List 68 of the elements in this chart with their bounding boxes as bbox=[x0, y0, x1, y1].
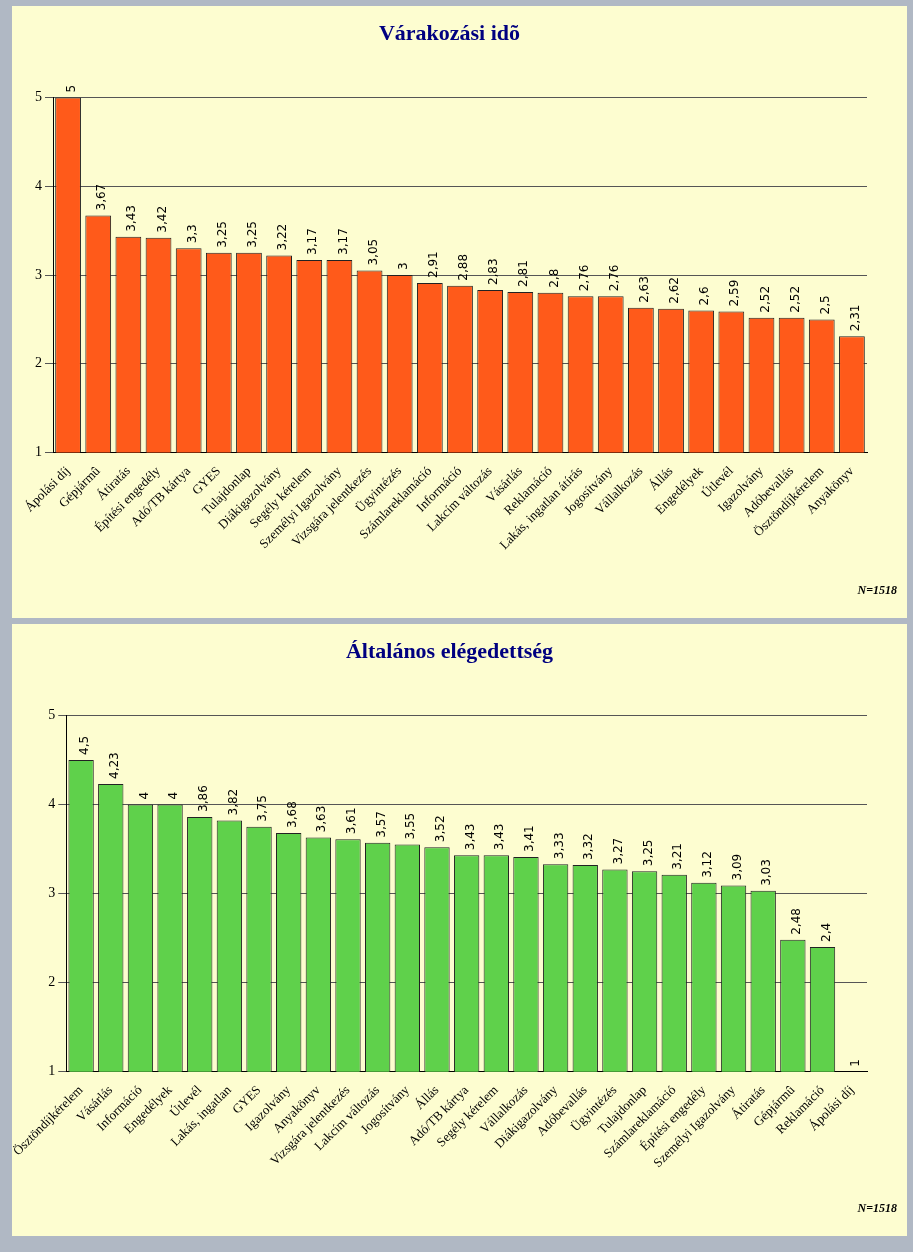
data-label: 3,86 bbox=[195, 785, 210, 812]
data-label: 2,52 bbox=[757, 285, 772, 313]
data-label: 2,88 bbox=[456, 253, 471, 281]
y-tick-label: 1 bbox=[48, 1063, 56, 1079]
data-label: 2,91 bbox=[425, 251, 440, 278]
data-label: 3 bbox=[395, 262, 410, 270]
y-tick-label: 4 bbox=[48, 796, 56, 812]
data-label: 2,5 bbox=[817, 295, 832, 315]
chart-title: Általános elégedettség bbox=[345, 637, 554, 663]
data-label: 3,43 bbox=[462, 823, 477, 851]
data-label: 3,42 bbox=[154, 205, 169, 233]
data-label: 3,68 bbox=[284, 801, 299, 828]
data-label: 3,05 bbox=[365, 238, 380, 266]
data-label: 4 bbox=[166, 791, 181, 800]
data-label: 2,81 bbox=[516, 260, 531, 287]
data-label: 3,55 bbox=[403, 812, 418, 840]
data-label: 4,5 bbox=[77, 735, 92, 755]
data-label: 3,52 bbox=[433, 815, 448, 843]
text: N=1518 bbox=[857, 1201, 897, 1216]
data-label: 3,32 bbox=[581, 833, 596, 861]
data-label: 3,25 bbox=[245, 221, 260, 248]
data-label: 3,43 bbox=[492, 823, 507, 851]
data-label: 2,63 bbox=[637, 276, 652, 303]
data-label: 2,59 bbox=[727, 279, 742, 307]
data-label: 2,8 bbox=[546, 268, 561, 288]
data-label: 2,52 bbox=[787, 285, 802, 313]
data-label: 3,09 bbox=[729, 853, 744, 881]
data-label: 3,82 bbox=[225, 788, 240, 816]
data-label: 3,41 bbox=[522, 825, 537, 852]
data-label: 2,76 bbox=[606, 264, 621, 292]
y-tick-label: 2 bbox=[35, 355, 42, 371]
data-label: 3,03 bbox=[759, 859, 774, 886]
data-label: 3,75 bbox=[255, 795, 270, 822]
data-label: 3,27 bbox=[611, 837, 626, 865]
data-label: 3,57 bbox=[373, 811, 388, 838]
y-tick-label: 4 bbox=[35, 177, 42, 193]
chart-title: Várakozási idõ bbox=[378, 19, 521, 45]
y-tick-label: 3 bbox=[48, 885, 56, 901]
data-label: 5 bbox=[64, 84, 79, 93]
data-label: 2,4 bbox=[818, 922, 833, 942]
data-label: 3,22 bbox=[275, 223, 290, 251]
data-label: 3,25 bbox=[640, 839, 655, 867]
data-label: 3,3 bbox=[184, 224, 199, 244]
data-label: 3,17 bbox=[335, 228, 350, 255]
text: N=1518 bbox=[857, 583, 897, 598]
data-label: 2,83 bbox=[486, 258, 501, 286]
data-label: 3,63 bbox=[314, 805, 329, 833]
data-label: 4 bbox=[136, 791, 151, 800]
data-label: 2,76 bbox=[576, 264, 591, 292]
data-label: 4,23 bbox=[106, 752, 121, 779]
data-label: 3,25 bbox=[214, 221, 229, 248]
data-label: 3,17 bbox=[305, 228, 320, 255]
data-label: 2,31 bbox=[848, 304, 863, 332]
y-tick-label: 2 bbox=[48, 974, 56, 990]
data-label: 3,33 bbox=[551, 832, 566, 860]
data-label: 3,67 bbox=[94, 183, 109, 211]
y-tick-label: 5 bbox=[48, 707, 56, 723]
data-label: 2,6 bbox=[697, 286, 712, 306]
data-label: 2,48 bbox=[788, 908, 803, 935]
data-label: 2,62 bbox=[667, 277, 682, 304]
y-tick-label: 5 bbox=[35, 89, 42, 105]
y-tick-label: 1 bbox=[35, 444, 42, 460]
y-tick-label: 3 bbox=[35, 266, 42, 282]
data-label: 3,12 bbox=[700, 851, 715, 878]
data-label: 1 bbox=[848, 1058, 863, 1067]
data-label: 3,21 bbox=[670, 843, 685, 870]
data-label: 3,43 bbox=[124, 205, 139, 232]
data-label: 3,61 bbox=[344, 807, 359, 835]
